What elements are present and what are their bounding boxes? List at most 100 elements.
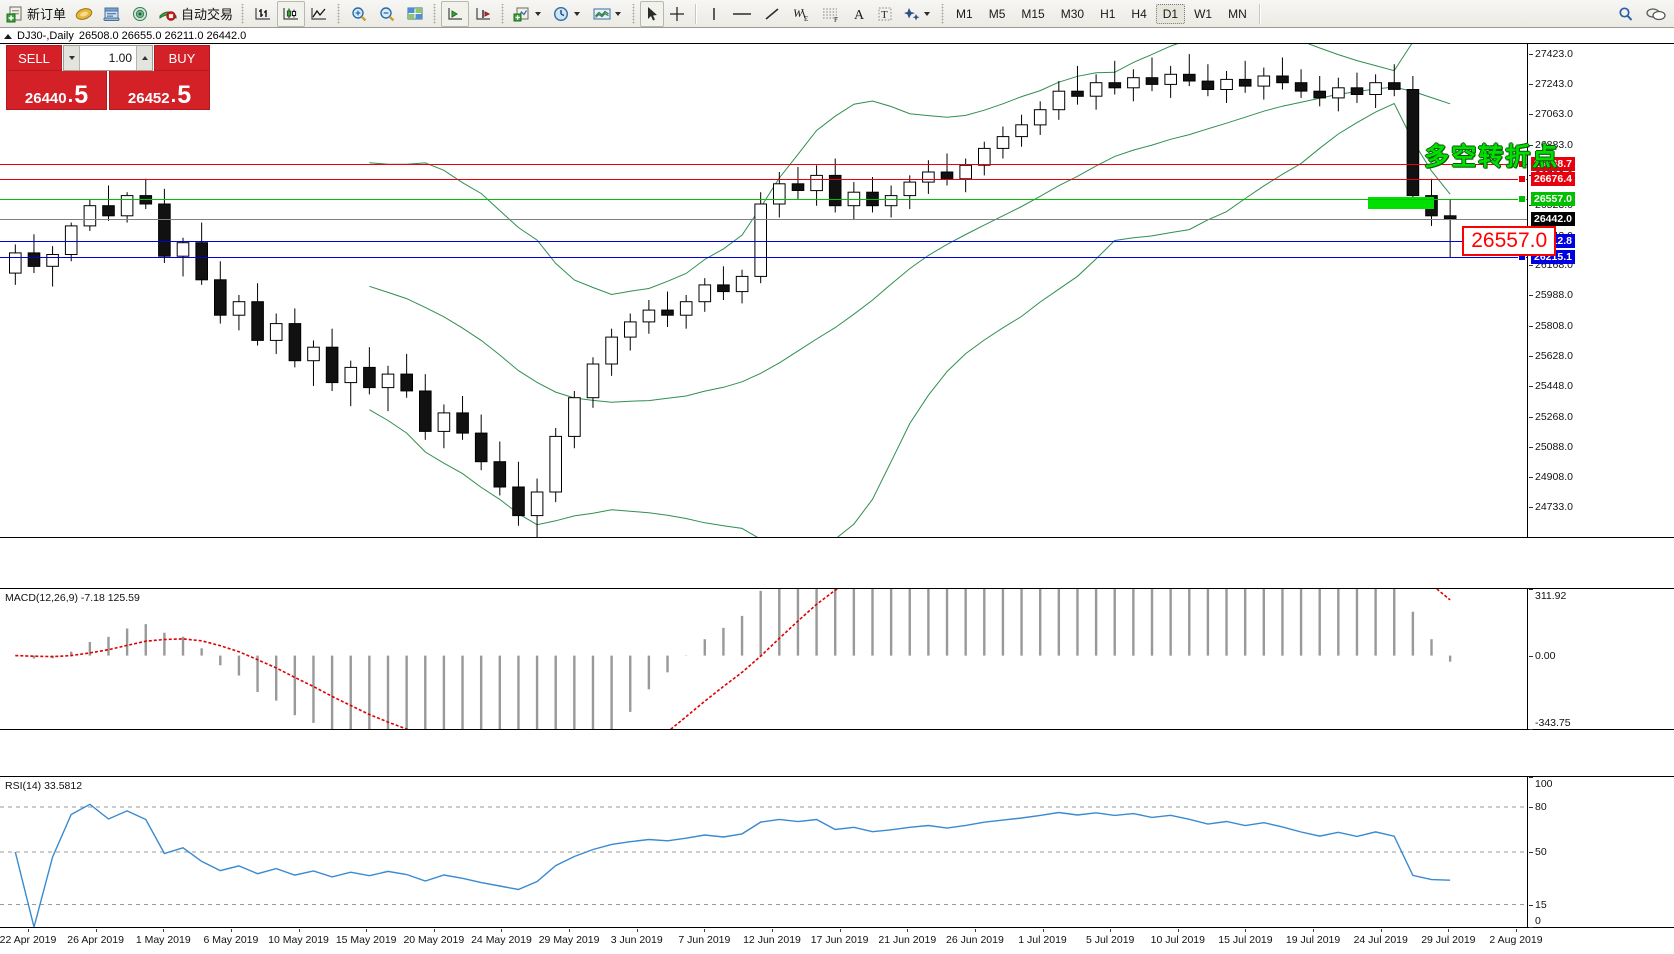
period-button[interactable] [548,1,587,27]
new-order-button[interactable]: 新订单 [2,1,70,27]
price-axis[interactable]: 27423.027243.027063.026883.026703.026523… [1529,44,1674,537]
level-line-26557-0[interactable] [0,199,1527,201]
text-label-button[interactable]: A [846,1,872,27]
crosshair-button[interactable] [664,1,690,27]
candle-body [437,412,451,432]
level-handle[interactable] [1518,175,1526,184]
macd-tick-label: 0.00 [1535,649,1556,662]
sell-price-integer: 26440 [24,90,67,107]
buy-price-box[interactable]: 26452 . 5 [109,71,210,110]
candle-body [120,195,134,217]
candle-body [1015,124,1028,138]
timeframe-m30[interactable]: M30 [1060,6,1085,21]
date-tick-label: 26 Apr 2019 [67,934,124,946]
sell-button[interactable]: SELL [6,45,62,71]
price-tick-label: 25988.0 [1535,289,1573,302]
chevron-up-icon [141,56,148,60]
indicators-button[interactable] [509,1,548,27]
sell-price-box[interactable]: 26440 . 5 [6,71,107,110]
line-chart-button[interactable] [305,1,333,27]
search-button[interactable] [1612,1,1640,27]
level-line-26768-7[interactable] [0,163,1527,165]
candle-body [586,363,600,399]
volume-input[interactable]: 1.00 [80,46,136,70]
fibonacci-button[interactable]: F [816,1,846,27]
macd-indicator-pane[interactable]: MACD(12,26,9) -7.18 125.59 311.92 0.00 -34… [0,588,1674,730]
macd-plot-area[interactable] [0,589,1528,729]
market-watch-button[interactable] [70,1,98,27]
chart-expand-icon[interactable] [4,33,12,39]
timeframe-h4[interactable]: H4 [1131,6,1147,21]
chart-shift-button[interactable] [469,1,497,27]
toolbar-divider [241,3,246,24]
rsi-tick-label: 0 [1535,915,1541,927]
level-line-26312-8[interactable] [0,240,1527,242]
price-tick-label: 25088.0 [1535,440,1573,453]
price-level-chip-pivot[interactable]: 26557.0 [1531,192,1575,207]
date-tick-label: 10 Jul 2019 [1150,934,1205,946]
level-line-26215-1[interactable] [0,257,1527,259]
chevron-down-icon[interactable] [574,11,581,16]
tile-windows-button[interactable] [401,1,429,27]
date-tick-label: 22 Apr 2019 [0,934,57,946]
navigator-icon [130,5,150,23]
macd-tick-label: 311.92 [1535,590,1567,602]
volume-stepper[interactable]: 1.00 [63,45,153,71]
text-object-button[interactable]: T [872,1,898,27]
zoom-in-button[interactable] [345,1,373,27]
templates-button[interactable] [587,1,628,27]
timeframe-w1[interactable]: W1 [1194,6,1213,21]
candle-body [158,203,171,257]
candle-body [1108,82,1122,89]
buy-button[interactable]: BUY [154,45,210,71]
rsi-tick-label: 80 [1535,801,1547,813]
rsi-indicator-pane[interactable]: RSI(14) 33.5812 100 80 50 15 0 [0,776,1674,928]
chat-button[interactable] [1640,1,1672,27]
trendline-button[interactable] [758,1,786,27]
horizontal-line-button[interactable] [726,1,758,27]
level-handle[interactable] [1518,159,1526,168]
chevron-down-icon[interactable] [615,11,622,16]
bar-chart-button[interactable] [249,1,277,27]
timeframe-m1[interactable]: M1 [956,6,973,21]
zoom-out-button[interactable] [373,1,401,27]
macd-title: MACD(12,26,9) -7.18 125.59 [5,592,140,604]
candle-body [9,252,22,274]
candle-body [1201,80,1215,90]
price-tick-label: 27243.0 [1535,77,1573,90]
candlestick-chart-button[interactable] [277,0,306,27]
candle-body [866,191,879,207]
main-toolbar: 新订单 [0,0,1674,28]
candle-body [828,174,842,207]
price-level-chip-last-price[interactable]: 26442.0 [1531,211,1575,226]
vertical-line-button[interactable] [702,1,726,27]
price-level-chip-resistance[interactable]: 26768.7 [1531,156,1575,171]
timeframe-h1[interactable]: H1 [1100,6,1116,21]
zoom-in-icon [349,5,369,23]
price-level-chip-resistance[interactable]: 26676.4 [1531,172,1575,187]
rsi-plot-area[interactable] [0,777,1528,927]
chevron-down-icon[interactable] [924,11,931,16]
chevron-down-icon[interactable] [535,11,542,16]
volume-increase-button[interactable] [136,46,152,70]
timeframe-d1[interactable]: D1 [1155,3,1186,24]
level-handle[interactable] [1518,195,1526,204]
auto-scroll-button[interactable] [441,0,470,27]
navigator-button[interactable] [126,1,154,27]
level-line-26442-0[interactable] [0,218,1527,220]
price-chart-pane[interactable]: 27423.027243.027063.026883.026703.026523… [0,43,1674,538]
cursor-button[interactable] [640,0,665,27]
price-plot-area[interactable] [0,44,1528,537]
data-window-button[interactable] [98,1,126,27]
volume-decrease-button[interactable] [64,46,80,70]
turning-point-annotation: 多空转折点 [1424,142,1560,171]
level-line-26676-4[interactable] [0,179,1527,181]
date-tick-mark [1110,929,1112,932]
elliott-wave-button[interactable]: W E [786,1,816,27]
date-tick-mark [230,929,232,932]
shapes-button[interactable] [898,1,937,27]
autotrading-button[interactable]: 自动交易 [154,1,237,27]
timeframe-m5[interactable]: M5 [988,6,1006,21]
timeframe-m15[interactable]: M15 [1021,6,1045,21]
timeframe-mn[interactable]: MN [1228,6,1247,21]
